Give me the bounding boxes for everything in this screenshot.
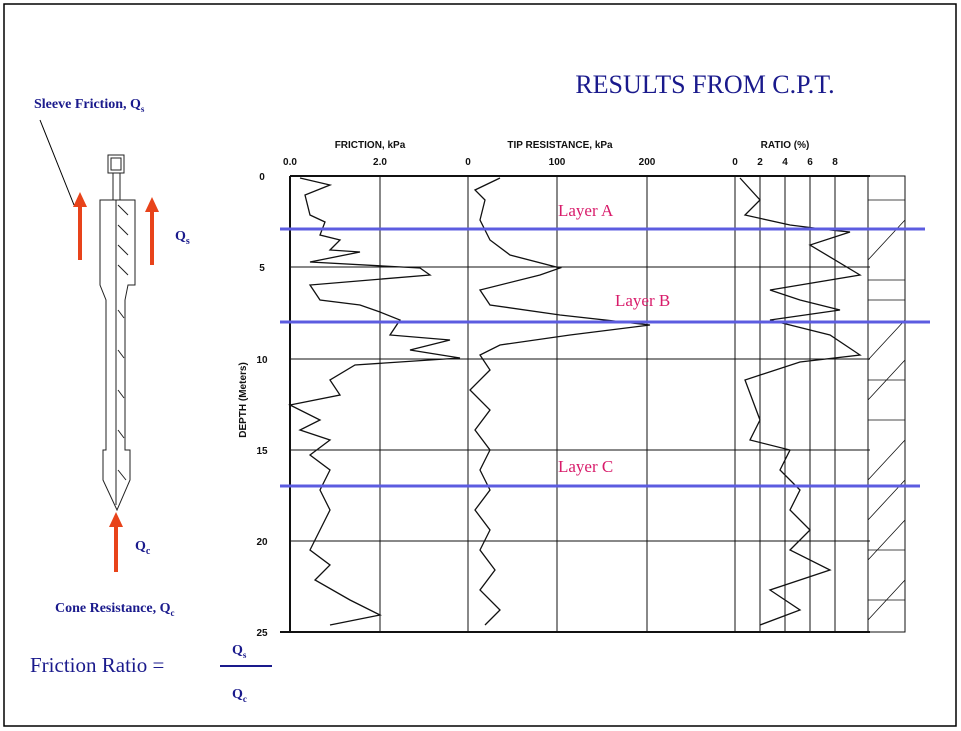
panel-title: TIP RESISTANCE, kPa [507,140,613,151]
formula-lhs: Friction Ratio = [30,653,164,677]
tick-label: 2.0 [373,157,387,168]
tick-label: 100 [549,157,566,168]
panel-title: RATIO (%) [761,140,810,151]
tick-label: 0 [465,157,471,168]
layer-label: Layer B [615,291,670,310]
sleeve-label: Sleeve Friction, Qs [34,97,145,114]
panel-title: FRICTION, kPa [335,140,406,151]
cone-label: Cone Resistance, Qc [55,601,175,618]
depth-tick: 20 [256,537,268,548]
depth-tick: 5 [259,263,265,274]
depth-tick: 25 [256,628,268,639]
layer-label: Layer C [558,457,613,476]
tick-label: 8 [832,157,838,168]
tick-label: 0.0 [283,157,297,168]
depth-tick: 15 [256,446,268,457]
slide: RESULTS FROM C.P.T. Sleeve Friction, Qs … [0,0,961,731]
depth-tick: 0 [259,172,265,183]
title: RESULTS FROM C.P.T. [575,70,834,99]
tick-label: 6 [807,157,813,168]
slide-border [4,4,956,726]
layer-label: Layer A [558,201,614,220]
depth-tick: 10 [256,355,268,366]
tick-label: 2 [757,157,763,168]
tick-label: 4 [782,157,788,168]
tick-label: 0 [732,157,738,168]
depth-label: DEPTH (Meters) [238,362,249,438]
tick-label: 200 [639,157,656,168]
